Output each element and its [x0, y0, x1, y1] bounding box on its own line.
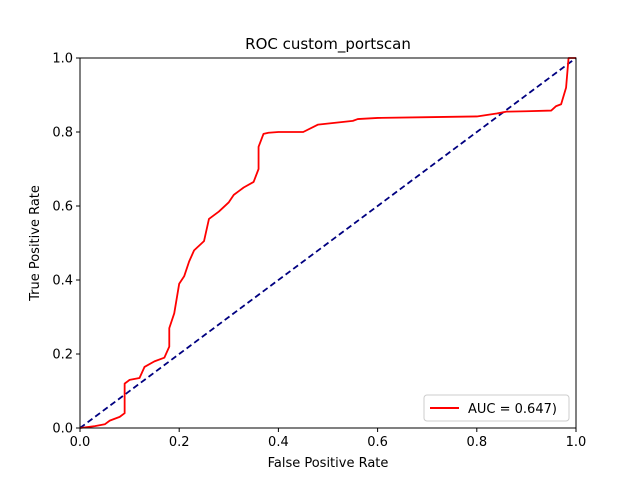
legend-box: [423, 394, 570, 422]
x-axis-label: False Positive Rate: [268, 456, 389, 471]
y-tick-label: 0.0: [52, 422, 73, 437]
y-axis-label: True Positive Rate: [28, 185, 43, 302]
legend-label-roc: AUC = 0.647): [468, 402, 557, 417]
y-axis: 0.0 0.2 0.4 0.6 0.8 1.0: [52, 52, 80, 437]
x-axis: 0.0 0.2 0.4 0.6 0.8 1.0: [70, 428, 587, 450]
chance-diagonal-line: [79, 57, 577, 429]
x-tick-label: 0.2: [169, 435, 190, 450]
plot-frame: [79, 57, 577, 429]
x-tick-label: 0.4: [268, 435, 289, 450]
y-tick-label: 0.2: [52, 348, 73, 363]
x-tick-label: 1.0: [566, 435, 587, 450]
roc-curve-line: [79, 57, 576, 429]
y-tick-label: 1.0: [52, 52, 73, 67]
x-tick-label: 0.8: [466, 435, 487, 450]
chart-title: ROC custom_portscan: [245, 35, 411, 54]
y-tick-label: 0.4: [52, 274, 73, 289]
y-tick-label: 0.6: [52, 200, 73, 215]
plot-series: [79, 57, 577, 429]
x-tick-label: 0.6: [367, 435, 388, 450]
y-tick-label: 0.8: [52, 126, 73, 141]
legend: AUC = 0.647): [423, 394, 570, 422]
x-tick-label: 0.0: [70, 435, 91, 450]
